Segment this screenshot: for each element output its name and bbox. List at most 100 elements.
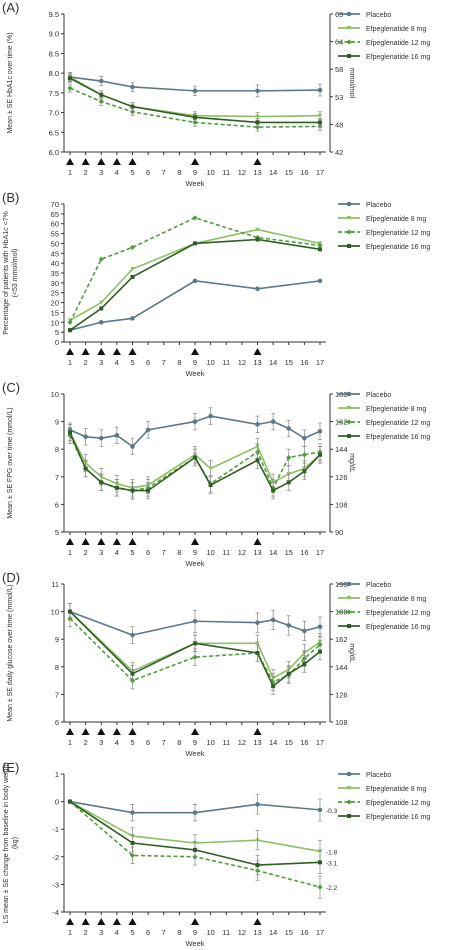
y-tick-label: 6 bbox=[55, 500, 59, 509]
series-line bbox=[69, 611, 321, 679]
x-tick-label: 5 bbox=[130, 168, 134, 177]
y-tick-label: -3 bbox=[52, 880, 59, 889]
legend-marker bbox=[346, 406, 352, 410]
legend-marker bbox=[346, 771, 352, 777]
data-point bbox=[83, 466, 88, 471]
chart-panel-c: (C) 5 6 7 8 9 10 Mean ± SE FPG over time (mmol/… bbox=[2, 380, 430, 568]
data-point bbox=[255, 88, 260, 94]
legend-label: Placebo bbox=[366, 202, 391, 209]
x-tick-label: 14 bbox=[269, 928, 277, 937]
dose-marker-icon bbox=[112, 538, 121, 545]
y-tick-label: 8.0 bbox=[49, 69, 59, 78]
series-line bbox=[69, 87, 321, 128]
x-tick-label: 13 bbox=[253, 358, 261, 367]
y2-tick-label: 48 bbox=[335, 120, 343, 129]
x-tick-label: 3 bbox=[99, 738, 103, 747]
x-tick-label: 16 bbox=[300, 358, 308, 367]
dose-marker-icon bbox=[128, 348, 137, 355]
y-tick-label: 45 bbox=[51, 249, 59, 258]
data-point bbox=[83, 434, 88, 440]
data-point bbox=[317, 428, 323, 434]
dose-marker-icon bbox=[81, 158, 90, 165]
legend-marker bbox=[346, 229, 352, 235]
x-tick-label: 10 bbox=[206, 928, 214, 937]
y-tick-label: 10 bbox=[51, 608, 59, 617]
data-point bbox=[286, 623, 292, 628]
dose-marker-icon bbox=[66, 918, 74, 925]
series-line bbox=[69, 611, 321, 688]
data-point bbox=[192, 88, 198, 94]
x-tick-label: 9 bbox=[193, 168, 197, 177]
y-tick-label: -2 bbox=[52, 853, 59, 862]
end-value-label: -2.2 bbox=[326, 885, 338, 892]
y2-tick-label: 162 bbox=[335, 635, 348, 644]
y-tick-label: 65 bbox=[51, 210, 59, 219]
data-point bbox=[98, 435, 104, 441]
x-tick-label: 14 bbox=[269, 358, 277, 367]
y-tick-label: 5 bbox=[55, 328, 59, 337]
y-tick-label: 60 bbox=[51, 220, 59, 229]
data-point bbox=[130, 488, 135, 493]
x-tick-label: 4 bbox=[115, 738, 119, 747]
data-point bbox=[270, 419, 276, 424]
data-point bbox=[98, 78, 104, 84]
y-axis-label-line: LS mean ± SE change from baseline in bod… bbox=[3, 763, 10, 924]
y2-tick-label: 90 bbox=[335, 528, 343, 537]
dose-marker-icon bbox=[253, 538, 262, 545]
x-tick-label: 15 bbox=[285, 928, 293, 937]
dose-marker-icon bbox=[81, 348, 90, 355]
legend-marker bbox=[346, 581, 352, 587]
y2-axis-label: mg/dL bbox=[348, 453, 355, 473]
y-tick-label: 10 bbox=[51, 390, 59, 399]
y2-tick-label: 58 bbox=[335, 65, 343, 74]
y-axis-label: Mean ± SE daily glucose over time (mmol/… bbox=[7, 584, 14, 721]
x-tick-label: 16 bbox=[300, 168, 308, 177]
data-point bbox=[192, 278, 198, 284]
data-point bbox=[255, 237, 260, 242]
legend-label: Efpeglenatide 12 mg bbox=[366, 230, 430, 237]
data-point bbox=[192, 119, 198, 126]
x-tick-label: 12 bbox=[238, 928, 246, 937]
x-tick-label: 7 bbox=[162, 928, 166, 937]
data-point bbox=[255, 802, 260, 807]
x-tick-label: 1 bbox=[68, 738, 72, 747]
data-point bbox=[208, 483, 213, 488]
x-tick-label: 9 bbox=[193, 548, 197, 557]
x-tick-label: 10 bbox=[206, 358, 214, 367]
data-point bbox=[68, 76, 72, 81]
x-tick-label: 17 bbox=[316, 168, 324, 177]
y-tick-label: 7 bbox=[55, 690, 59, 699]
legend-marker bbox=[347, 54, 351, 58]
data-point bbox=[208, 413, 213, 419]
data-point bbox=[271, 488, 276, 493]
x-tick-label: 2 bbox=[84, 738, 88, 747]
y-tick-label: 50 bbox=[51, 239, 59, 248]
y2-tick-label: 126 bbox=[335, 690, 348, 699]
y-tick-label: -4 bbox=[52, 908, 59, 917]
y-tick-label: 8.5 bbox=[49, 49, 59, 58]
data-point bbox=[255, 422, 260, 427]
legend-label: Efpeglenatide 8 mg bbox=[366, 596, 426, 603]
legend-label: Efpeglenatide 8 mg bbox=[366, 216, 426, 223]
dose-marker-icon bbox=[191, 348, 199, 355]
x-tick-label: 15 bbox=[285, 548, 293, 557]
data-point bbox=[68, 430, 72, 435]
y-tick-label: 8 bbox=[55, 445, 59, 454]
data-point bbox=[302, 662, 307, 667]
x-tick-label: 5 bbox=[130, 548, 134, 557]
y-axis-label-line: (kg) bbox=[12, 837, 19, 849]
x-tick-label: 10 bbox=[206, 168, 214, 177]
dose-marker-icon bbox=[128, 728, 137, 735]
y-tick-label: 1 bbox=[55, 770, 59, 779]
legend-marker bbox=[346, 391, 352, 397]
legend-marker bbox=[346, 799, 352, 805]
dose-marker-icon bbox=[253, 158, 262, 165]
y-tick-label: 25 bbox=[51, 289, 59, 298]
x-tick-label: 1 bbox=[68, 548, 72, 557]
y-tick-label: 7 bbox=[55, 473, 59, 482]
dose-marker-icon bbox=[97, 348, 106, 355]
y-tick-label: 8 bbox=[55, 663, 59, 672]
dose-marker-icon bbox=[191, 728, 199, 735]
chart-panel-a: (A) 6.0 6.5 7.0 7.5 8.0 8.5 9.0 9.5 Mean ± SE HbA… bbox=[2, 0, 430, 188]
y2-tick-label: 144 bbox=[335, 663, 348, 672]
